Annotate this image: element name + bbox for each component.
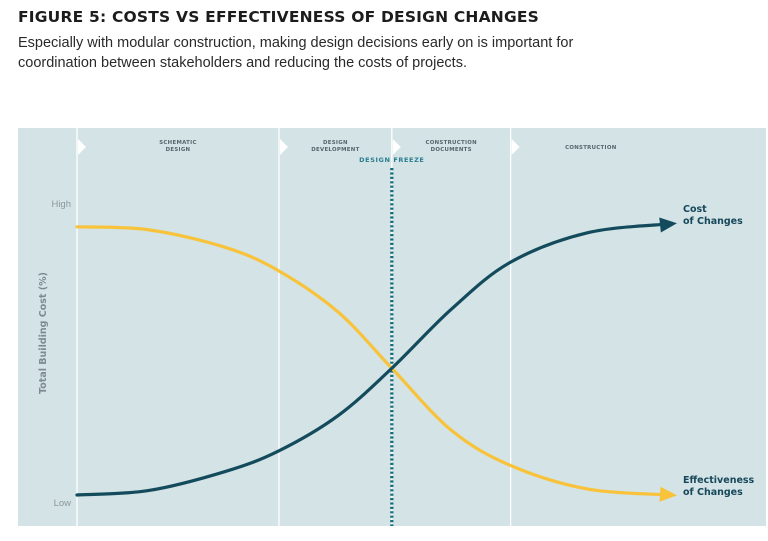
figure-title: FIGURE 5: COSTS VS EFFECTIVENESS OF DESI… [18,8,540,26]
y-axis: Total Building Cost (%) High Low [38,199,71,509]
phase-headers: SCHEMATIC DESIGN DESIGN DEVELOPMENT CONSTRUC… [78,139,617,155]
phase-label-design-development: DESIGN DEVELOPMENT [311,140,359,153]
design-freeze-label: DESIGN FREEZE [359,156,424,164]
phase-header-band [77,128,766,166]
arrowhead-icon-cost-of-changes [659,217,677,233]
series-label-effectiveness-of-changes: Effectiveness of Changes [683,475,755,498]
phase-chevron-icon [511,139,520,155]
design-freeze-marker: DESIGN FREEZE [359,156,424,526]
phase-label-schematic-design: SCHEMATIC DESIGN [159,140,197,153]
series-layer [75,217,677,502]
phase-label-construction: CONSTRUCTION [565,145,617,151]
phase-chevron-icon [392,139,401,155]
series-line-cost-of-changes [75,222,673,497]
phase-chevron-icon [279,139,288,155]
series-labels: Effectiveness of Changes Cost of Changes [683,204,755,498]
phase-label-construction-documents: CONSTRUCTION DOCUMENTS [425,140,477,153]
y-tick-high: High [51,199,71,210]
series-label-cost-of-changes: Cost of Changes [683,204,743,227]
y-axis-title: Total Building Cost (%) [38,272,49,394]
phase-chevron-icon [78,139,86,155]
figure-subtitle: Especially with modular construction, ma… [18,35,574,71]
y-tick-low: Low [54,498,72,509]
series-line-effectiveness-of-changes [75,225,673,497]
arrowhead-icon-effectiveness-of-changes [659,486,677,502]
